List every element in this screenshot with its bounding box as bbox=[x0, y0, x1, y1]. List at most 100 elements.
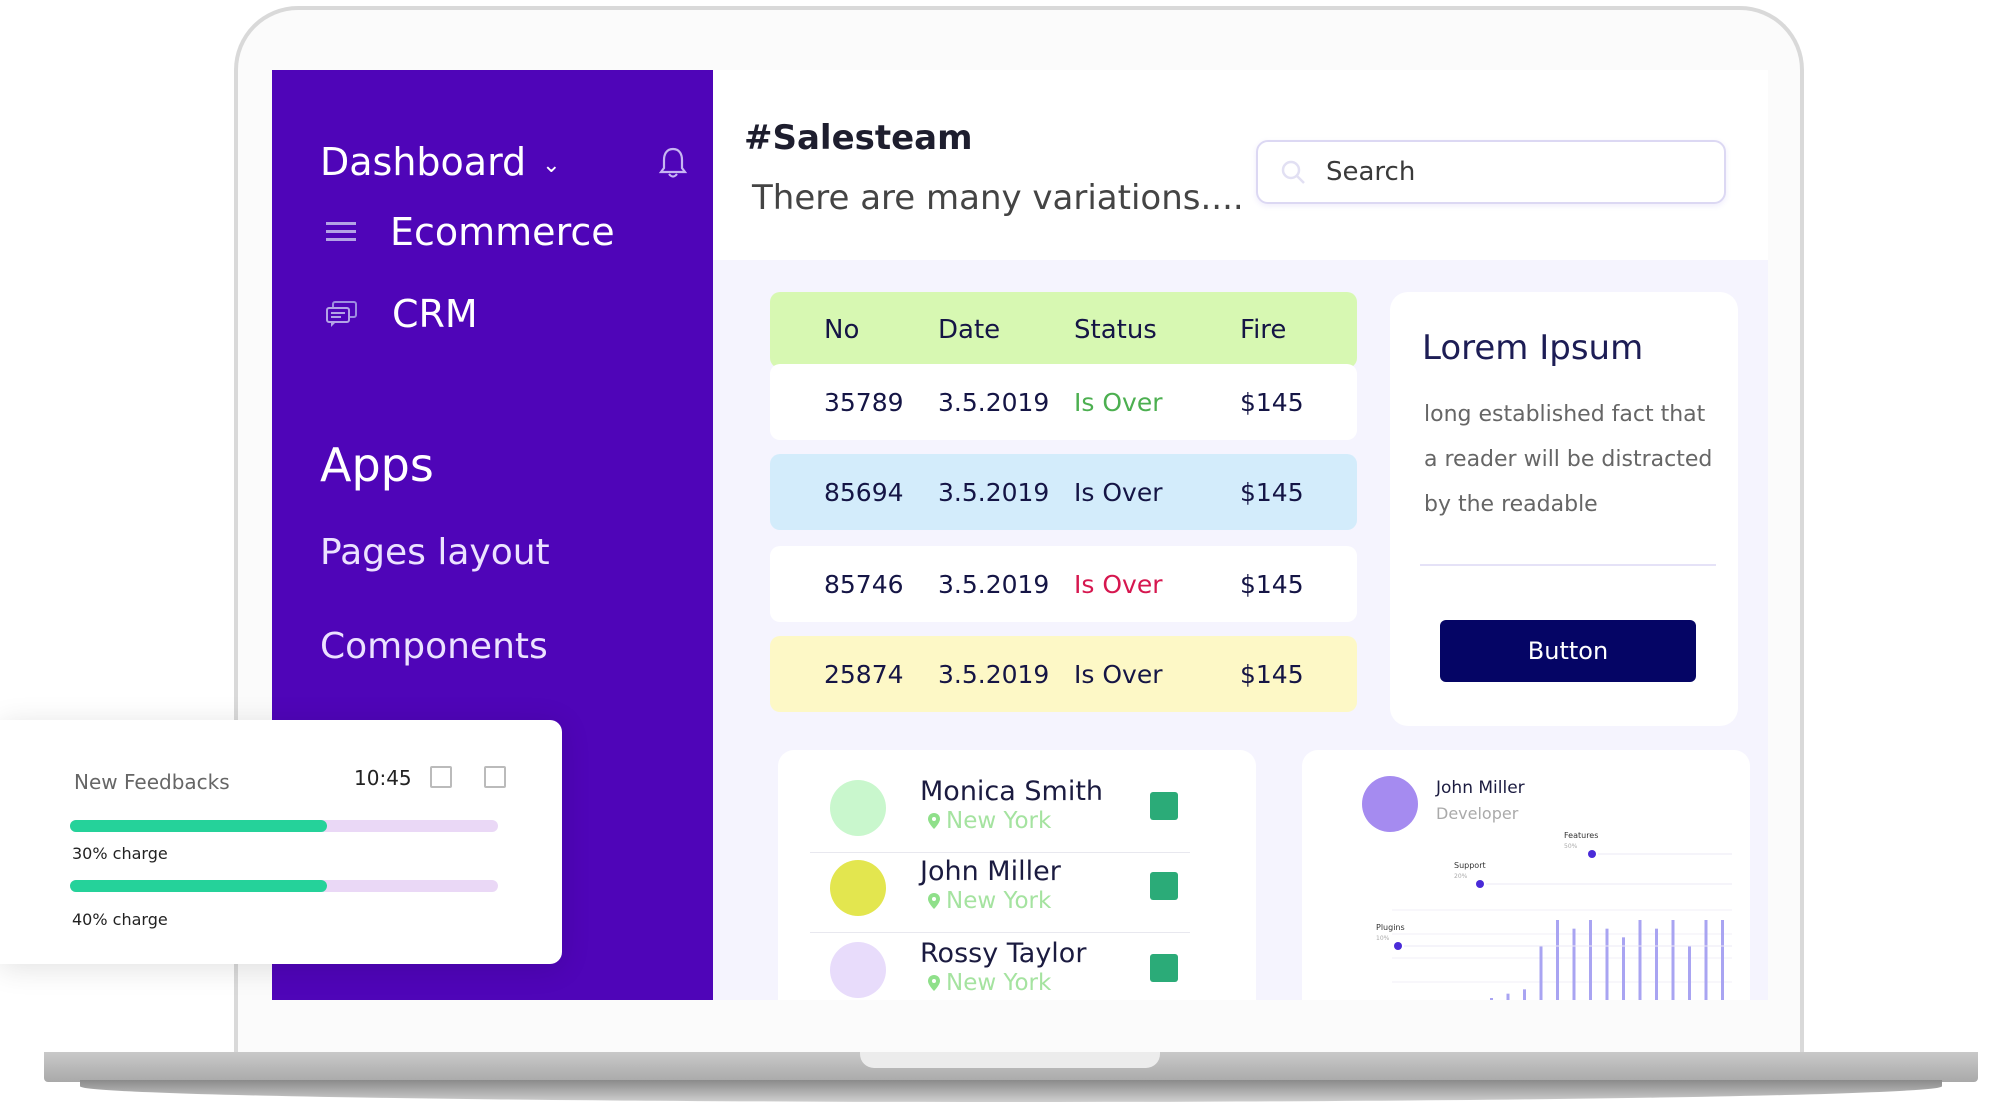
column-header: Fire bbox=[1240, 315, 1287, 345]
table-cell-no: 85694 bbox=[824, 477, 904, 507]
checkbox-checked[interactable] bbox=[1150, 872, 1178, 900]
table-cell-status: Is Over bbox=[1074, 569, 1163, 599]
chart-bar bbox=[1688, 946, 1691, 1000]
contact-location-text: New York bbox=[946, 888, 1052, 914]
contact-divider bbox=[810, 852, 1190, 853]
chart-bar bbox=[1556, 920, 1559, 1000]
table-cell-date: 3.5.2019 bbox=[938, 569, 1050, 599]
contact-name: Rossy Taylor bbox=[920, 938, 1087, 969]
table-cell-fire: $145 bbox=[1240, 477, 1304, 507]
card-button[interactable]: Button bbox=[1440, 620, 1696, 682]
contact-item[interactable]: John Miller New York bbox=[810, 850, 1190, 932]
table-row[interactable]: 35789 3.5.2019 Is Over $145 bbox=[770, 364, 1357, 440]
search-input[interactable] bbox=[1324, 156, 1708, 188]
laptop-notch bbox=[860, 1052, 1160, 1068]
avatar bbox=[1362, 776, 1418, 832]
feedback-checkbox[interactable] bbox=[430, 766, 452, 788]
chart-bar bbox=[1655, 928, 1658, 1000]
chevron-down-icon: ⌄ bbox=[542, 152, 561, 178]
search-box[interactable] bbox=[1256, 140, 1726, 204]
laptop-base-foot bbox=[80, 1080, 1942, 1102]
avatar bbox=[830, 942, 886, 998]
chat-icon bbox=[326, 301, 357, 327]
contact-item[interactable]: Monica Smith New York bbox=[810, 770, 1190, 852]
chart-bar bbox=[1572, 928, 1576, 1000]
chart-bar bbox=[1721, 920, 1724, 1000]
contact-item[interactable]: Rossy Taylor New York bbox=[810, 932, 1190, 1000]
chart-annotation-value: 10% bbox=[1376, 935, 1390, 942]
search-icon bbox=[1281, 160, 1305, 184]
location-pin-icon bbox=[928, 813, 940, 829]
card-divider bbox=[1420, 564, 1716, 566]
avatar bbox=[830, 860, 886, 916]
table-cell-no: 85746 bbox=[824, 569, 904, 599]
chart-bar bbox=[1605, 928, 1609, 1000]
card-text: long established fact that a reader will… bbox=[1424, 402, 1713, 517]
info-card: Lorem Ipsum long established fact that a… bbox=[1390, 292, 1738, 726]
card-title: Lorem Ipsum bbox=[1422, 328, 1644, 368]
column-header: Date bbox=[938, 315, 1001, 345]
column-header: No bbox=[824, 315, 860, 345]
chart-bar bbox=[1589, 920, 1592, 1000]
chart-bar bbox=[1671, 920, 1675, 1000]
table-header: No Date Status Fire bbox=[770, 292, 1357, 368]
feedback-title: New Feedbacks bbox=[74, 770, 230, 794]
chart-annotation-dot bbox=[1476, 880, 1484, 888]
chart-bar bbox=[1523, 989, 1526, 1000]
location-pin-icon bbox=[928, 893, 940, 909]
table-cell-status: Is Over bbox=[1074, 659, 1163, 689]
bar-chart: Plugins 10% Support 20% Features 50% bbox=[1376, 831, 1732, 1000]
progress-bar bbox=[70, 880, 498, 892]
table-row[interactable]: 85694 3.5.2019 Is Over $145 bbox=[770, 454, 1357, 530]
nav-dashboard[interactable]: Dashboard ⌄ bbox=[320, 140, 561, 184]
bell-icon[interactable] bbox=[658, 146, 688, 180]
progress-bar bbox=[70, 820, 498, 832]
chart-bar bbox=[1539, 946, 1543, 1000]
nav-item-label: Ecommerce bbox=[390, 210, 615, 254]
progress-label: 40% charge bbox=[72, 910, 168, 929]
checkbox-checked[interactable] bbox=[1150, 792, 1178, 820]
contact-location-text: New York bbox=[946, 808, 1052, 834]
chart-bar bbox=[1506, 993, 1510, 1000]
table-cell-fire: $145 bbox=[1240, 659, 1304, 689]
apps-heading: Apps bbox=[320, 438, 434, 492]
chart-annotation-label: Support bbox=[1454, 861, 1486, 870]
chart-annotation-dot bbox=[1394, 942, 1402, 950]
table-cell-status: Is Over bbox=[1074, 387, 1163, 417]
checkbox-checked[interactable] bbox=[1150, 954, 1178, 982]
progress-fill bbox=[70, 880, 327, 892]
contact-location: New York bbox=[928, 808, 1051, 834]
chart-annotation-label: Plugins bbox=[1376, 923, 1405, 932]
chart-bar bbox=[1622, 937, 1625, 1000]
feedback-checkbox[interactable] bbox=[484, 766, 506, 788]
chart-annotation-value: 20% bbox=[1454, 873, 1468, 880]
chart-annotation-label: Features bbox=[1564, 831, 1598, 840]
table-cell-date: 3.5.2019 bbox=[938, 387, 1050, 417]
contact-divider bbox=[810, 932, 1190, 933]
table-cell-fire: $145 bbox=[1240, 387, 1304, 417]
nav-item-pages-layout[interactable]: Pages layout bbox=[320, 532, 550, 573]
chart-bar bbox=[1490, 998, 1493, 1000]
nav-item-ecommerce[interactable]: Ecommerce bbox=[326, 210, 615, 254]
contact-location: New York bbox=[928, 888, 1051, 914]
chart-annotation-dot bbox=[1588, 850, 1596, 858]
table-row[interactable]: 85746 3.5.2019 Is Over $145 bbox=[770, 546, 1357, 622]
table-row[interactable]: 25874 3.5.2019 Is Over $145 bbox=[770, 636, 1357, 712]
chart-bar bbox=[1704, 920, 1708, 1000]
page-title: #Salesteam bbox=[744, 118, 973, 158]
progress-fill bbox=[70, 820, 327, 832]
contact-name: Monica Smith bbox=[920, 776, 1104, 807]
feedback-time: 10:45 bbox=[354, 766, 412, 790]
table-cell-date: 3.5.2019 bbox=[938, 659, 1050, 689]
profile-chart-card: John Miller Developer Plugins 10% Support 2… bbox=[1302, 750, 1750, 1000]
table-cell-no: 35789 bbox=[824, 387, 904, 417]
chart-bar bbox=[1638, 920, 1642, 1000]
chart-annotation-value: 50% bbox=[1564, 843, 1578, 850]
contact-location-text: New York bbox=[946, 970, 1052, 996]
nav-item-components[interactable]: Components bbox=[320, 626, 548, 667]
contact-location: New York bbox=[928, 970, 1051, 996]
table-cell-fire: $145 bbox=[1240, 569, 1304, 599]
nav-item-label: CRM bbox=[392, 292, 478, 336]
nav-item-crm[interactable]: CRM bbox=[326, 292, 478, 336]
page-subtitle: There are many variations.... bbox=[752, 178, 1244, 218]
